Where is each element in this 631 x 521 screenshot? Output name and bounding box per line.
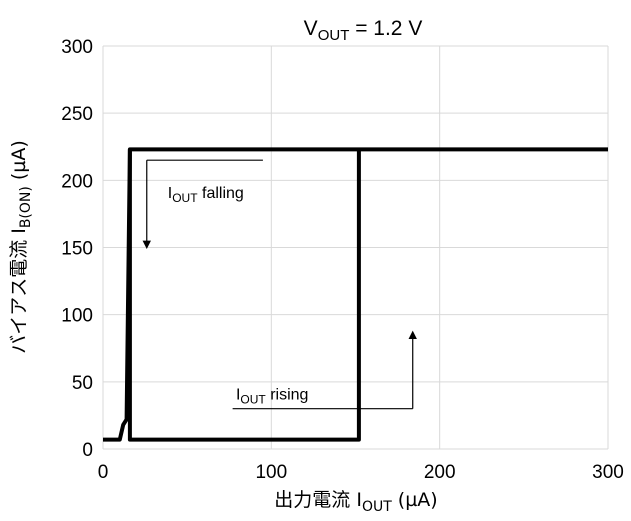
series-group — [103, 147, 608, 442]
y-axis-label: バイアス電流 IB(ON) (µA) — [8, 140, 34, 354]
x-tick-label: 100 — [255, 462, 287, 483]
annotation-sub: OUT — [172, 191, 198, 205]
x-tick-label: 0 — [98, 462, 109, 483]
x-axis-label-main: 出力電流 I — [274, 489, 362, 511]
y-tick-label: 250 — [61, 104, 93, 125]
title-main: V — [304, 17, 318, 40]
y-tick-label: 50 — [72, 373, 93, 394]
annotation-rest: rising — [266, 387, 309, 404]
series-line-2 — [127, 149, 361, 442]
title-sub: OUT — [318, 27, 350, 44]
y-axis-label-sub: B(ON) — [18, 186, 34, 228]
gridlines — [102, 45, 609, 450]
annotation-sub: OUT — [240, 393, 266, 407]
y-axis-label-rest: (µA) — [8, 140, 30, 186]
y-tick-label: 300 — [61, 37, 93, 58]
y-tick-label: 100 — [61, 306, 93, 327]
y-axis-label-main: バイアス電流 I — [8, 228, 30, 354]
annotation-label: IOUT rising — [236, 387, 308, 407]
annotation-label: IOUT falling — [168, 185, 244, 205]
x-tick-label: 300 — [592, 462, 624, 483]
annotation-main: I — [168, 185, 172, 202]
chart-title: VOUT = 1.2 V — [304, 17, 423, 44]
annotation-falling: IOUT falling — [142, 159, 263, 250]
x-axis-label-sub: OUT — [362, 499, 392, 515]
y-tick-labels: 0 50 100 150 200 250 300 — [61, 37, 93, 461]
x-axis-label: 出力電流 IOUT (µA) — [274, 489, 437, 515]
y-tick-label: 200 — [61, 171, 93, 192]
y-tick-label: 150 — [61, 239, 93, 260]
x-tick-label: 200 — [424, 462, 456, 483]
y-tick-label: 0 — [82, 440, 93, 461]
x-axis-label-rest: (µA) — [392, 489, 438, 511]
annotation-rising: IOUT rising — [232, 330, 417, 410]
title-rest: = 1.2 V — [349, 17, 422, 40]
annotation-main: I — [236, 387, 240, 404]
annotation-rest: falling — [198, 185, 244, 202]
x-tick-labels: 0 100 200 300 — [98, 462, 624, 483]
